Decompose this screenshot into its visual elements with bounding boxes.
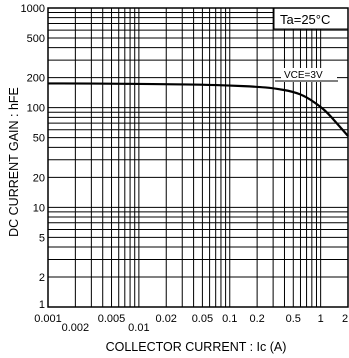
curve-annotation: VCE=3V: [275, 68, 338, 82]
curve-label-bg: [281, 68, 337, 82]
y-axis-title: DC CURRENT GAIN : hFE: [7, 87, 21, 237]
x-tick-label: 0.005: [98, 313, 126, 325]
x-tick-label: 1: [318, 313, 324, 325]
x-tick-label: 0.001: [34, 313, 62, 325]
y-tick-label: 10: [33, 202, 45, 214]
x-tick-label: 2: [342, 313, 348, 325]
x-tick-label: 0.05: [192, 313, 213, 325]
x-tick-label: 0.002: [62, 322, 90, 334]
y-tick-label: 500: [27, 33, 45, 45]
x-tick-label: 0.2: [249, 313, 264, 325]
y-tick-label: 1: [39, 299, 45, 311]
plot-frame: [47, 7, 349, 308]
condition-label: Ta=25°C: [280, 12, 330, 27]
y-tick-label: 1000: [21, 3, 45, 15]
y-tick-label: 20: [33, 172, 45, 184]
y-tick-label: 200: [27, 73, 45, 85]
y-tick-label: 100: [27, 103, 45, 115]
hfe-curve: [47, 82, 349, 137]
condition-annotation: Ta=25°C: [273, 7, 349, 30]
y-tick-labels: 1000 500 200 100 50 20 10 5 2 1: [21, 3, 45, 311]
x-tick-label: 0.02: [156, 313, 177, 325]
grid: [47, 8, 349, 308]
y-tick-label: 50: [33, 133, 45, 145]
x-tick-label: 0.5: [286, 313, 301, 325]
y-tick-label: 5: [39, 232, 45, 244]
y-tick-label: 2: [39, 272, 45, 284]
curves: [47, 82, 349, 137]
x-tick-label: 0.1: [222, 313, 237, 325]
x-axis-title: COLLECTOR CURRENT : Ic (A): [106, 340, 287, 354]
x-tick-label: 0.01: [128, 322, 149, 334]
curve-label: VCE=3V: [284, 70, 323, 81]
